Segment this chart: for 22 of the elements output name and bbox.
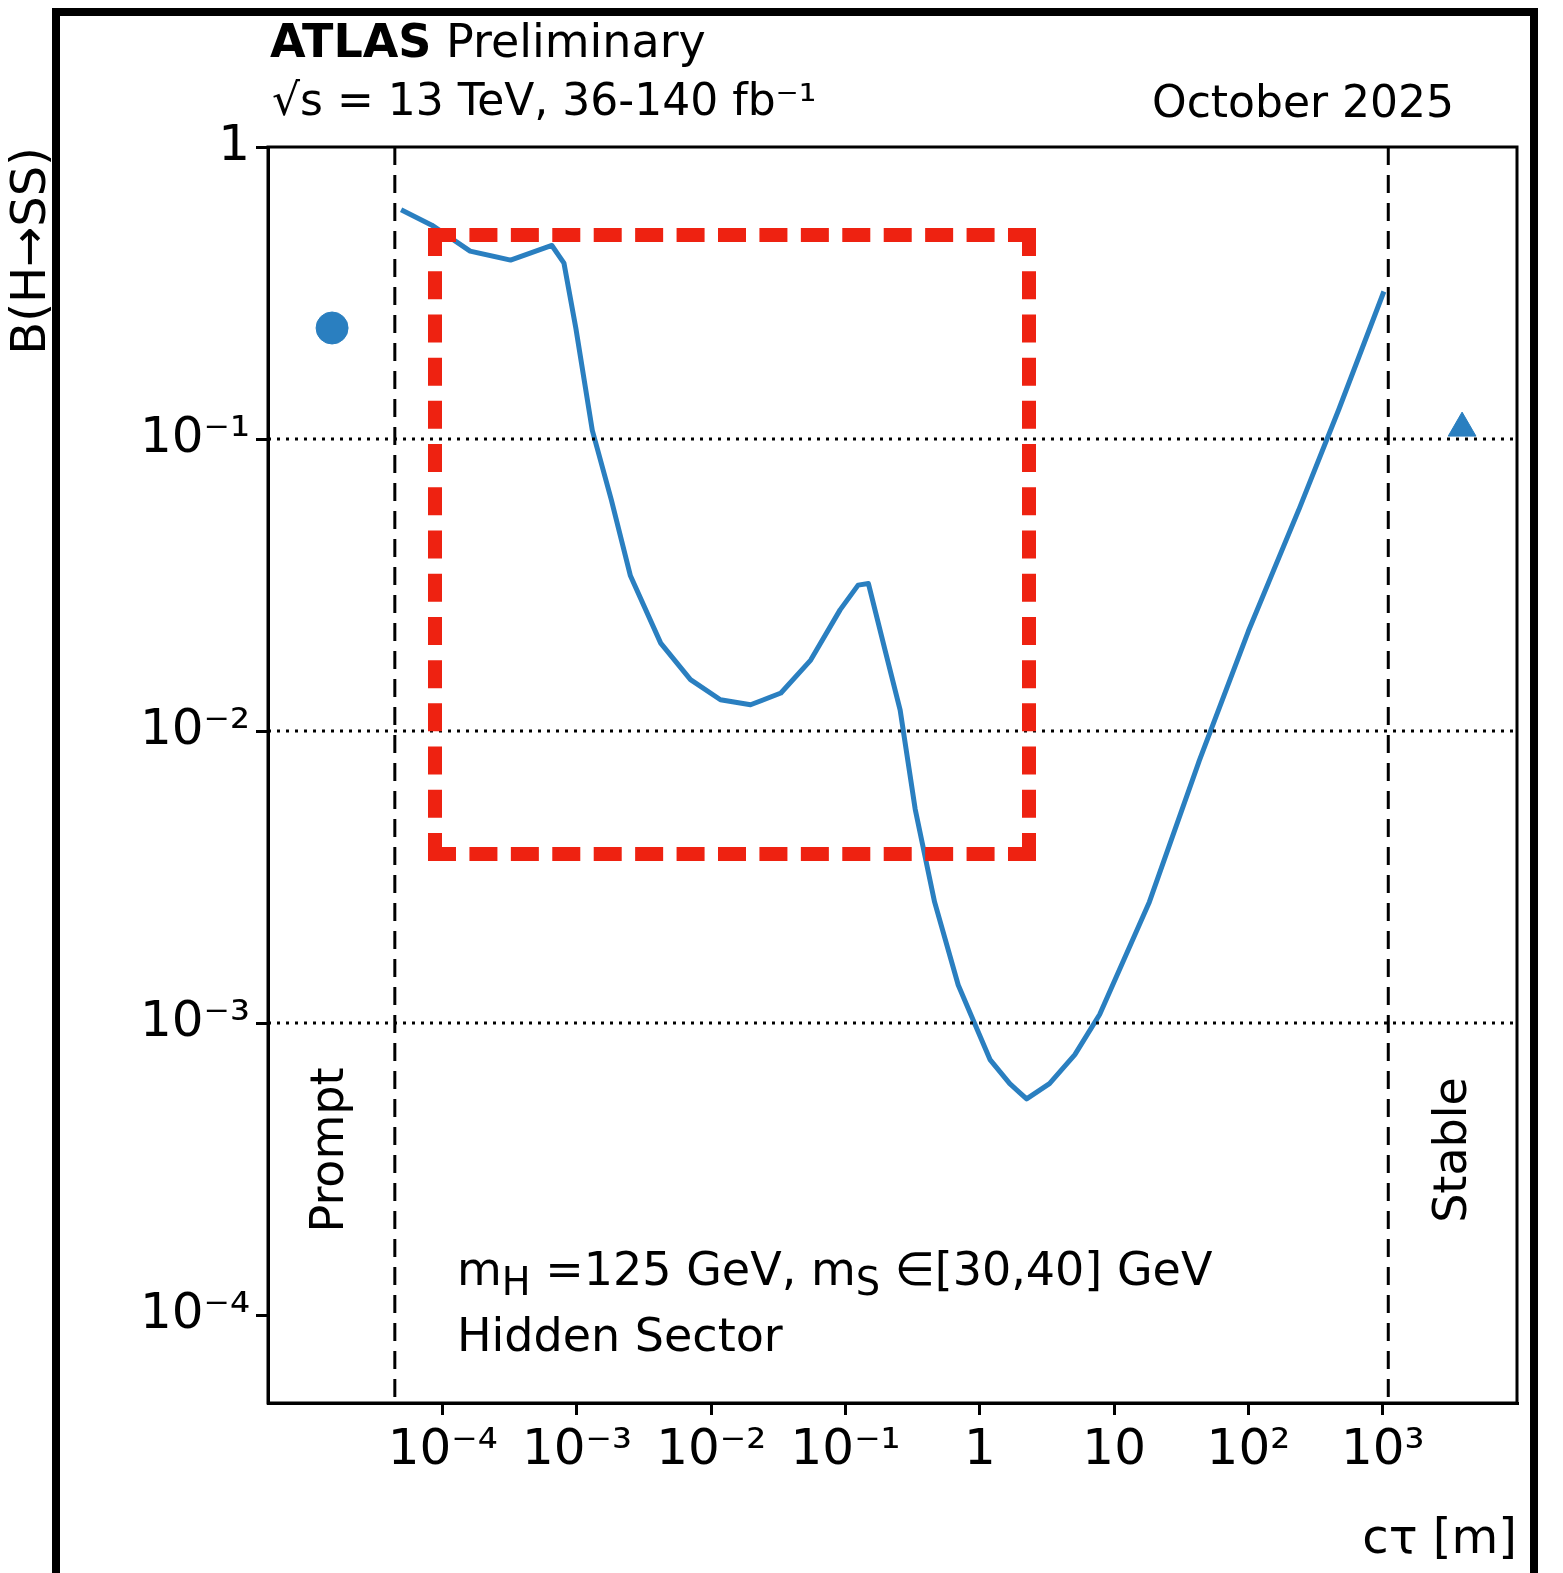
x-tick-label: 1 bbox=[963, 1417, 996, 1476]
y-axis-title: B(H→SS) bbox=[0, 147, 57, 355]
annotation: Hidden Sector bbox=[457, 1308, 783, 1362]
chart-title: ATLAS Preliminary bbox=[270, 14, 706, 68]
text: October 2025 bbox=[1152, 76, 1455, 127]
chart-subtitle: √s = 13 TeV, 36-140 fb⁻¹ bbox=[272, 74, 817, 125]
x-tick-label: 10⁻³ bbox=[521, 1417, 633, 1476]
x-tick-label: 10⁻⁴ bbox=[387, 1417, 498, 1476]
y-tick-label: 1 bbox=[218, 113, 250, 172]
annotation: m$_{H}$ =125 GeV, m$_{S}$ ∈[30,40] GeV bbox=[457, 1242, 1213, 1305]
y-tick-label: 10⁻⁴ bbox=[139, 1282, 250, 1341]
x-tick-label: 10 bbox=[1082, 1417, 1146, 1476]
x-tick-label: 10³ bbox=[1340, 1417, 1425, 1476]
x-tick-label: 10⁻² bbox=[656, 1417, 767, 1476]
x-tick-label: 10² bbox=[1206, 1417, 1291, 1476]
y-tick-label: 10⁻² bbox=[139, 698, 250, 757]
x-tick-label: 10⁻¹ bbox=[790, 1417, 901, 1476]
annotation: Stable bbox=[1423, 1077, 1477, 1223]
y-tick-label: 10⁻¹ bbox=[139, 406, 250, 465]
x-axis-title: cτ [m] bbox=[1362, 1507, 1517, 1564]
y-tick-label: 10⁻³ bbox=[139, 990, 250, 1049]
annotation: Prompt bbox=[300, 1067, 354, 1233]
